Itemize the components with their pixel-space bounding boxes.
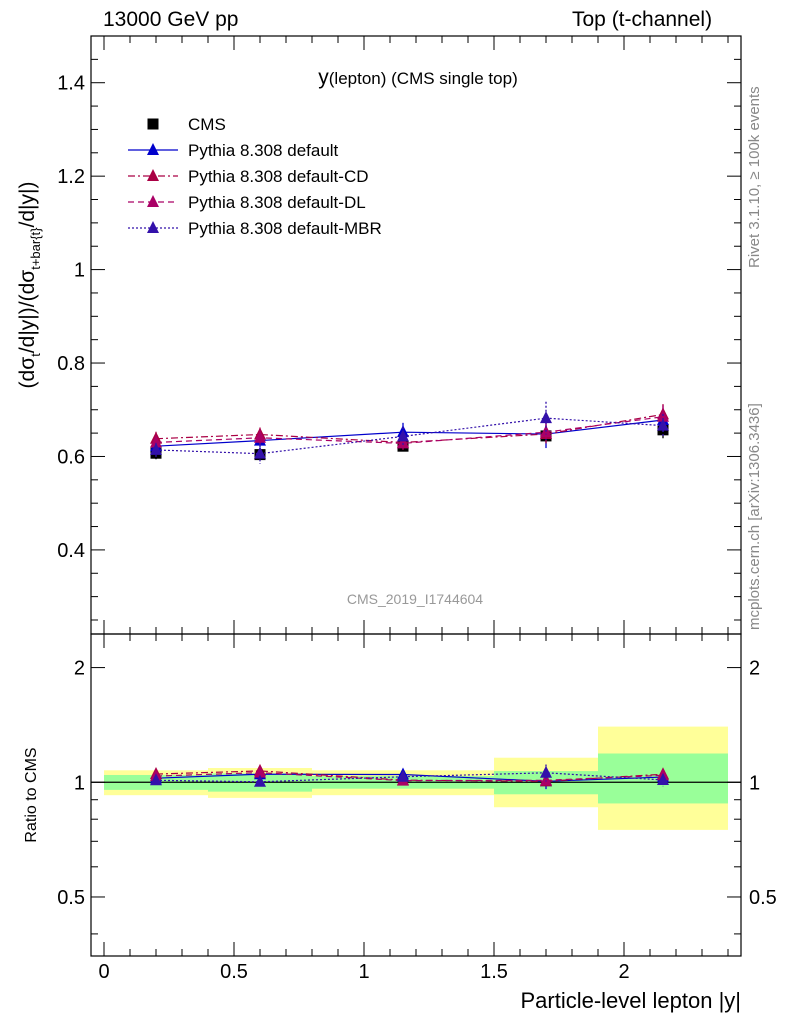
y-tick-label: 1.2 (57, 166, 85, 188)
legend-label: Pythia 8.308 default (188, 141, 339, 160)
ratio-point (657, 772, 669, 785)
y-tick-label: 1.4 (57, 73, 85, 95)
analysis-watermark: CMS_2019_I1744604 (347, 591, 483, 607)
mc-point (397, 436, 409, 449)
ratio-point (397, 769, 409, 782)
ratio-y-tick-label-right: 0.5 (749, 887, 777, 909)
main-series-pythia-3 (150, 405, 669, 450)
main-series-cms (150, 421, 669, 461)
ratio-point (254, 774, 266, 787)
header-left-label: 13000 GeV pp (103, 8, 239, 31)
main-y-axis: 0.4 0.6 0.8 1 1.2 1.4 (57, 35, 741, 621)
ratio-y-tick-label-right: 1 (749, 772, 760, 794)
ratio-y-tick-label: 1 (74, 772, 85, 794)
mc-point (540, 411, 552, 424)
y-label-subscript: t+bar{t} (28, 227, 43, 270)
legend: CMS Pythia 8.308 default Pythia 8.308 defa… (128, 115, 382, 238)
main-series-pythia-2 (150, 404, 669, 449)
ratio-line (155, 772, 664, 783)
y-tick-label: 1 (74, 260, 85, 282)
mc-point (657, 418, 669, 431)
mc-point (150, 442, 162, 455)
x-tick-label: 1 (358, 961, 369, 983)
main-series-pythia-4 (150, 401, 669, 464)
series-line (155, 419, 664, 447)
y-tick-label: 0.4 (57, 540, 85, 562)
y-label-text: /d|y|)/(dσ (16, 270, 39, 353)
ratio-y-tick-label-right: 2 (749, 658, 760, 680)
legend-marker (147, 118, 159, 130)
mc-point (397, 429, 409, 442)
legend-marker (147, 221, 159, 233)
mc-point (254, 446, 266, 459)
plot-title-sub: (lepton) (CMS single top) (329, 69, 518, 88)
ratio-point (150, 773, 162, 786)
x-tick-label: 0 (98, 961, 109, 983)
legend-marker (147, 169, 159, 181)
ratio-series-pythia-4 (150, 764, 669, 788)
x-tick-label: 2 (618, 961, 629, 983)
ratio-point (254, 765, 266, 778)
ratio-y-axis: 0.5 0.5 1 1 2 2 (57, 658, 777, 935)
y-tick-label: 0.6 (57, 446, 85, 468)
ratio-y-tick-label: 2 (74, 658, 85, 680)
y-label-text: /d|y|) (16, 182, 39, 228)
y-tick-label: 0.8 (57, 353, 85, 375)
legend-label: Pythia 8.308 default-CD (188, 167, 369, 186)
y-label-text: (dσ (16, 357, 39, 389)
ratio-y-axis-label: Ratio to CMS (23, 747, 40, 842)
series-line (155, 413, 664, 444)
x-axis-label: Particle-level lepton |y| (520, 988, 741, 1013)
header-right-label: Top (t-channel) (572, 8, 713, 31)
legend-marker (147, 143, 159, 155)
legend-label: Pythia 8.308 default-MBR (188, 219, 382, 238)
plot-title: y(lepton) (CMS single top) (318, 66, 517, 89)
x-axis: 0 0.5 1 1.5 2 (98, 36, 729, 983)
legend-marker (147, 195, 159, 207)
y-label-subscript: t (28, 353, 43, 357)
x-tick-label: 0.5 (220, 961, 248, 983)
ratio-point (540, 765, 552, 778)
ratio-point (540, 773, 552, 786)
ratio-y-tick-label: 0.5 (57, 887, 85, 909)
legend-label: CMS (188, 115, 226, 134)
main-y-axis-label: (dσt/d|y|)/(dσt+bar{t}/d|y|) (16, 182, 43, 389)
main-series-pythia-1 (150, 408, 669, 452)
plot-title-main: y (318, 66, 329, 89)
legend-label: Pythia 8.308 default-DL (188, 193, 366, 212)
mc-point (150, 435, 162, 448)
x-tick-label: 1.5 (480, 961, 508, 983)
mc-point (254, 430, 266, 443)
